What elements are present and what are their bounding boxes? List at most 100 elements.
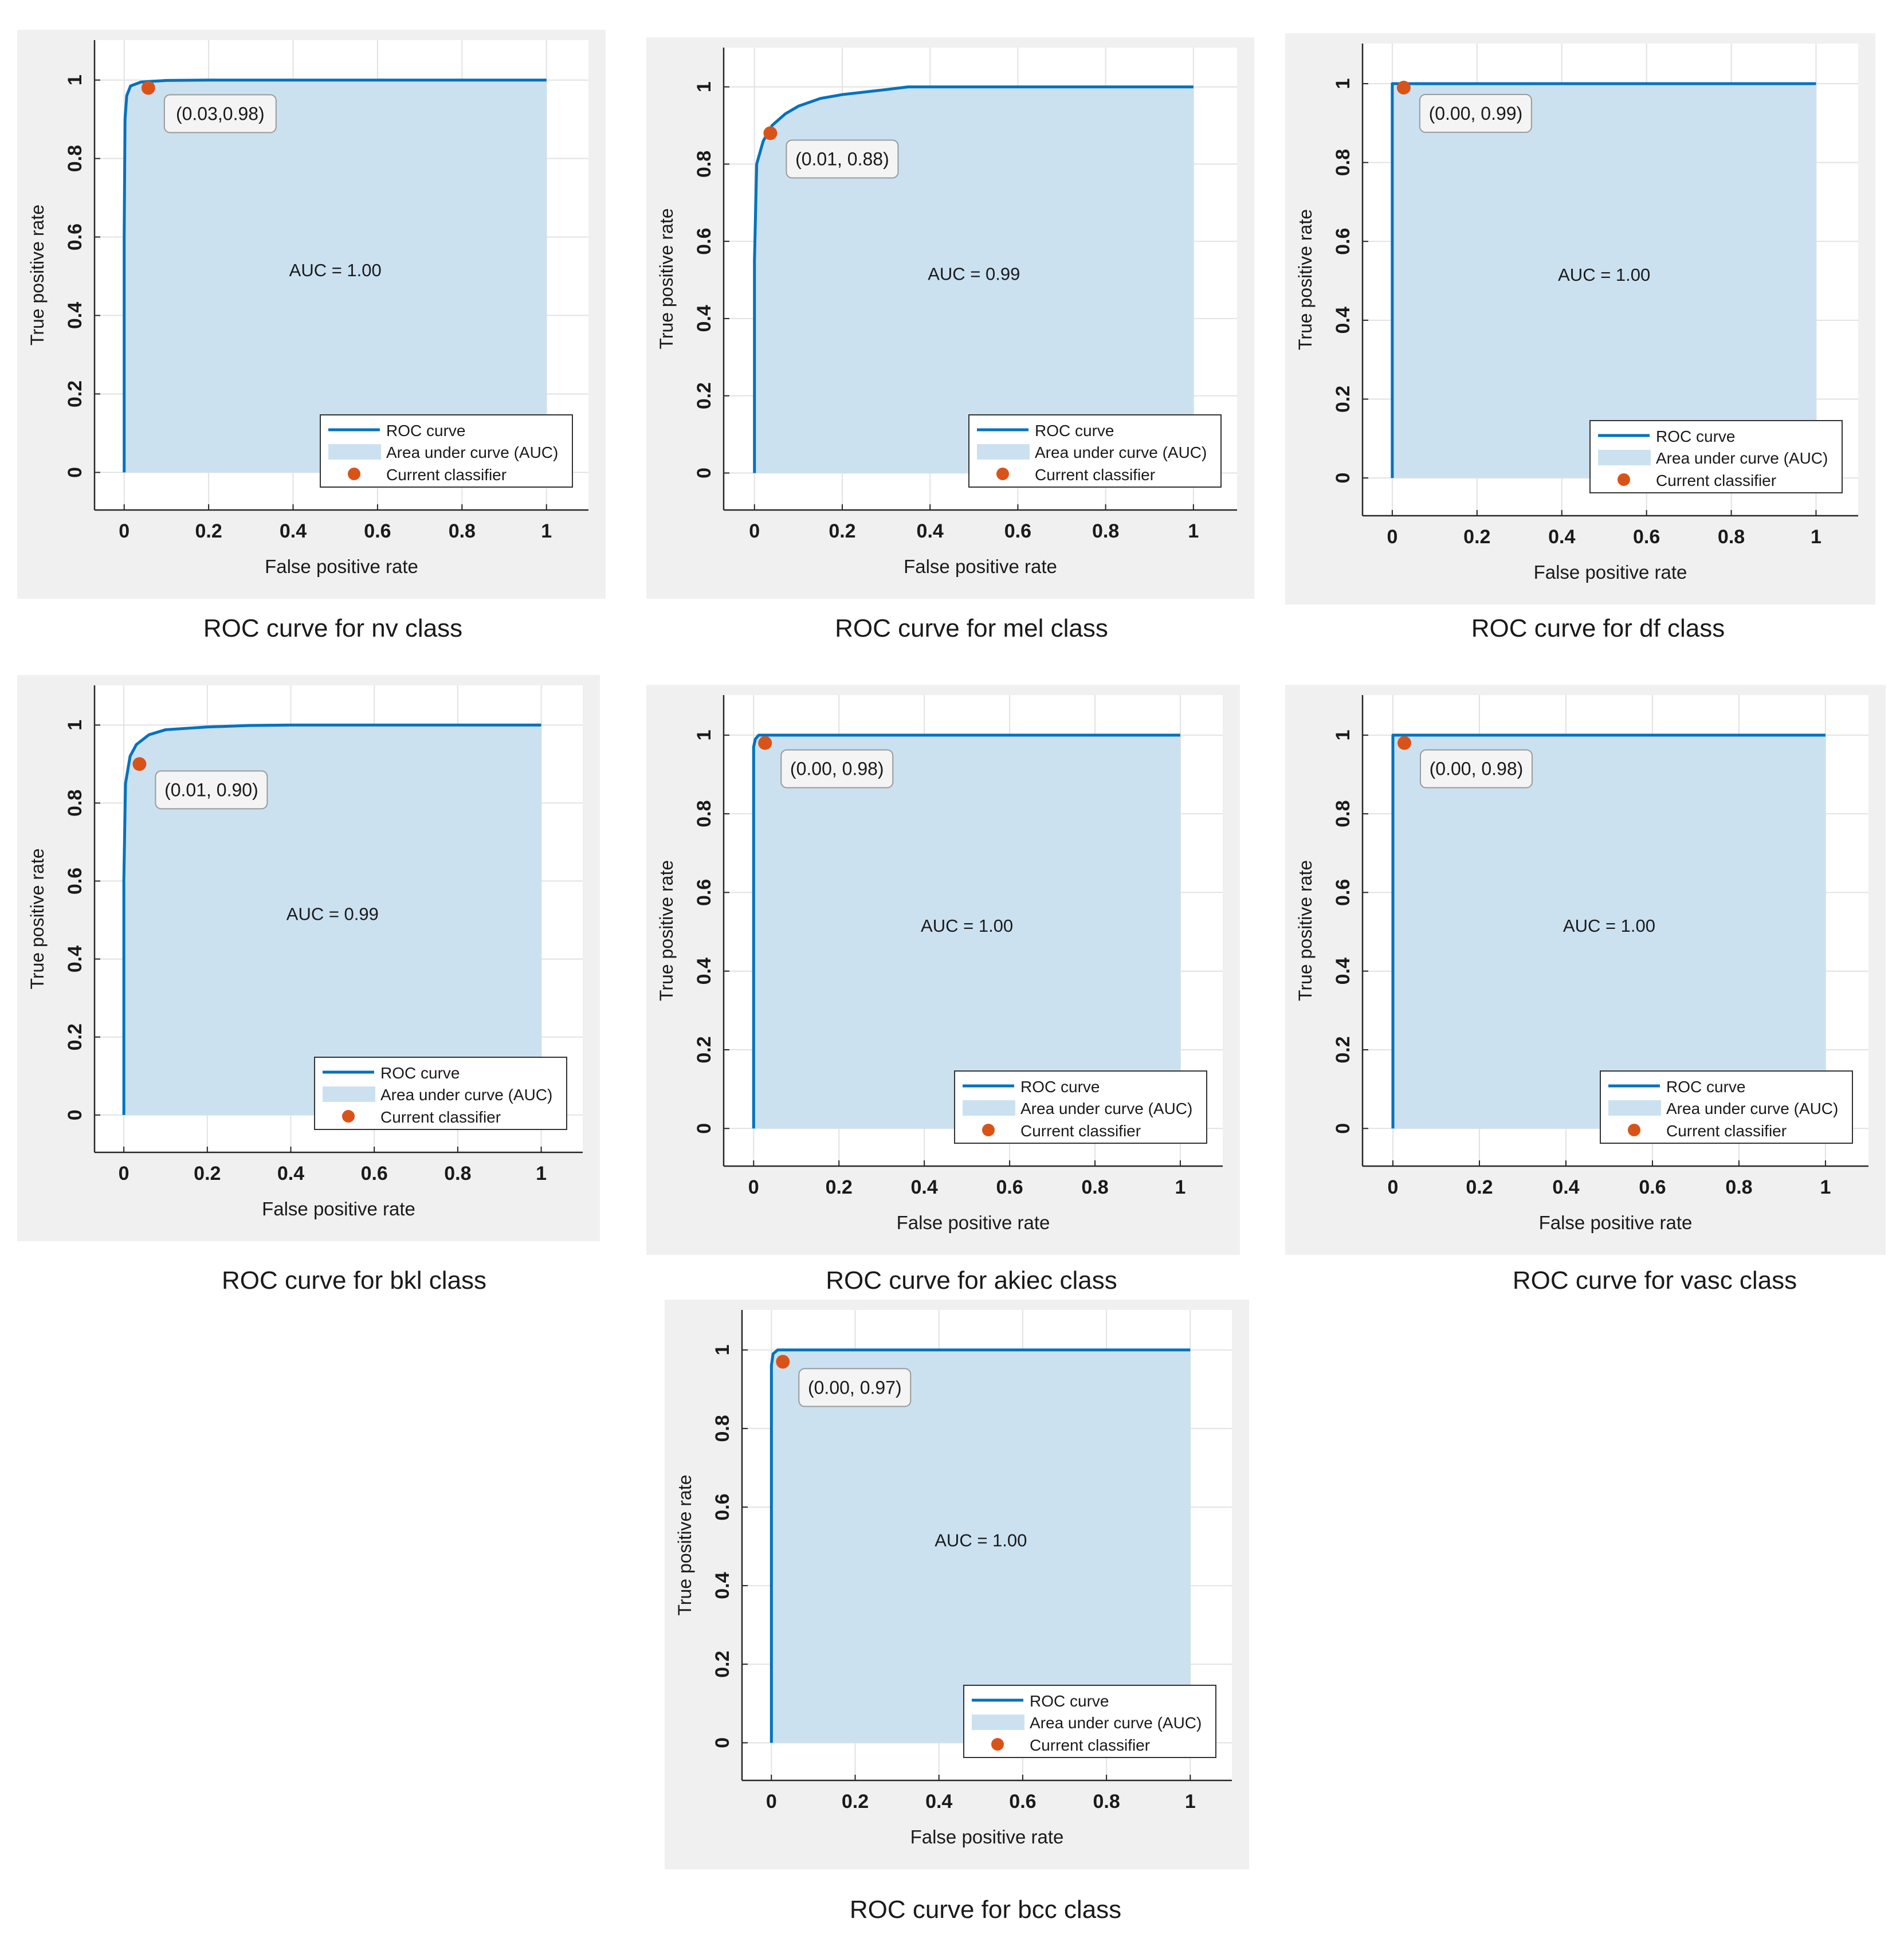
chart-caption-bcc: ROC curve for bcc class — [849, 1896, 1122, 1924]
auc-area — [753, 735, 1180, 1129]
auc-annotation: AUC = 0.99 — [286, 904, 379, 924]
legend-classifier-marker — [1618, 473, 1630, 486]
legend-entry-label: ROC curve — [1035, 422, 1114, 440]
x-tick-label: 1 — [1811, 526, 1821, 548]
datatip-box — [155, 770, 268, 810]
y-tick-label: 0.2 — [693, 382, 715, 409]
y-tick-label: 0 — [693, 468, 715, 478]
x-axis-label: False positive rate — [897, 1212, 1050, 1233]
y-tick-label: 0.6 — [712, 1493, 733, 1520]
roc-chart-svg: 0 0 0.2 0.2 0.4 0.4 0.6 0.6 0.8 0.8 1 1 False positi… — [1285, 33, 1875, 605]
auc-annotation: AUC = 1.00 — [1563, 916, 1655, 936]
current-classifier-marker — [1397, 736, 1411, 750]
x-axis-label: False positive rate — [265, 556, 418, 577]
x-tick-label: 0.4 — [1548, 526, 1575, 548]
x-tick-label: 1 — [1175, 1176, 1186, 1198]
y-tick-label: 1 — [1332, 729, 1354, 740]
x-tick-label: 0.8 — [1718, 526, 1745, 548]
x-tick-label: 0.2 — [842, 1791, 869, 1813]
x-tick-label: 0.6 — [1633, 526, 1660, 548]
legend-auc-swatch — [977, 444, 1030, 460]
y-tick-label: 0.4 — [1332, 307, 1354, 334]
y-axis-label: True positive rate — [27, 205, 48, 346]
datatip-box — [780, 749, 894, 788]
roc-chart-svg: 0 0 0.2 0.2 0.4 0.4 0.6 0.6 0.8 0.8 1 1 False positi… — [17, 675, 600, 1241]
roc-chart-nv: 0 0 0.2 0.2 0.4 0.4 0.6 0.6 0.8 0.8 1 1 False positi… — [17, 30, 606, 599]
y-tick-label: 1 — [712, 1344, 733, 1355]
y-tick-label: 0.4 — [64, 946, 86, 972]
x-tick-label: 0 — [749, 520, 760, 542]
auc-area — [124, 725, 541, 1115]
roc-curve-line — [752, 733, 1180, 1129]
y-tick-label: 0.6 — [1332, 879, 1354, 906]
x-tick-label: 1 — [536, 1163, 547, 1184]
legend-entry-label: Area under curve (AUC) — [1656, 449, 1828, 467]
y-tick-label: 1 — [64, 720, 86, 731]
y-tick-label: 1 — [693, 729, 715, 740]
x-tick-label: 0.2 — [1466, 1176, 1493, 1198]
datatip-label: (0.00, 0.97) — [808, 1377, 902, 1398]
legend-entry-label: Area under curve (AUC) — [1020, 1100, 1192, 1117]
datatip-box — [786, 139, 899, 179]
legend-entry-label: Area under curve (AUC) — [1035, 444, 1207, 461]
legend-entry-label: ROC curve — [1020, 1078, 1100, 1096]
x-tick-label: 0.2 — [1463, 526, 1490, 548]
x-tick-label: 0.8 — [1725, 1176, 1752, 1198]
x-tick-label: 0 — [748, 1176, 759, 1198]
legend-entry-label: Current classifier — [1030, 1736, 1150, 1754]
y-tick-label: 0 — [693, 1123, 715, 1134]
x-tick-label: 0.2 — [194, 1163, 221, 1184]
legend-classifier-marker — [1628, 1124, 1640, 1136]
legend-entry-label: ROC curve — [380, 1064, 460, 1082]
roc-curve-line — [770, 1348, 1191, 1743]
auc-annotation: AUC = 1.00 — [921, 916, 1013, 936]
y-tick-label: 0.4 — [1332, 958, 1354, 984]
roc-curve-line — [1391, 82, 1816, 478]
auc-annotation: AUC = 1.00 — [289, 260, 382, 280]
y-tick-label: 0.2 — [64, 1023, 86, 1050]
roc-chart-bkl: 0 0 0.2 0.2 0.4 0.4 0.6 0.6 0.8 0.8 1 1 False positi… — [17, 675, 600, 1241]
legend-entry-label: Current classifier — [380, 1108, 501, 1126]
x-tick-label: 0.8 — [1093, 1791, 1120, 1813]
auc-annotation: AUC = 1.00 — [935, 1531, 1027, 1551]
roc-chart-svg: 0 0 0.2 0.2 0.4 0.4 0.6 0.6 0.8 0.8 1 1 False positi… — [1285, 685, 1886, 1255]
auc-annotation: AUC = 0.99 — [928, 264, 1020, 284]
y-tick-label: 0.6 — [64, 223, 86, 250]
legend-entry-label: Current classifier — [1020, 1122, 1141, 1140]
auc-area — [124, 80, 547, 473]
legend-classifier-marker — [348, 468, 360, 480]
y-axis-label: True positive rate — [656, 860, 677, 1001]
x-tick-label: 0.6 — [996, 1176, 1023, 1198]
roc-chart-df: 0 0 0.2 0.2 0.4 0.4 0.6 0.6 0.8 0.8 1 1 False positi… — [1285, 33, 1875, 605]
y-tick-label: 1 — [1332, 79, 1354, 89]
x-tick-label: 0 — [1388, 1176, 1399, 1198]
y-tick-label: 0.4 — [693, 305, 715, 332]
roc-curve-line — [123, 79, 547, 473]
x-tick-label: 0.6 — [1009, 1791, 1036, 1813]
y-tick-label: 0.2 — [1332, 386, 1354, 413]
datatip-box — [163, 94, 277, 134]
x-tick-label: 0.2 — [829, 520, 855, 542]
x-tick-label: 0.6 — [1639, 1176, 1666, 1198]
y-tick-label: 0.2 — [64, 380, 86, 407]
x-tick-label: 1 — [541, 520, 552, 542]
legend-entry-label: Current classifier — [1656, 472, 1776, 489]
datatip-box — [1419, 749, 1533, 788]
y-axis-label: True positive rate — [1295, 209, 1316, 350]
current-classifier-marker — [776, 1355, 790, 1369]
auc-area — [771, 1349, 1191, 1743]
legend-entry-label: Area under curve (AUC) — [1030, 1714, 1202, 1732]
y-tick-label: 0.8 — [1332, 149, 1354, 176]
x-tick-label: 0.4 — [1552, 1176, 1579, 1198]
legend-entry-label: Current classifier — [1666, 1122, 1787, 1140]
y-tick-label: 0 — [64, 1109, 86, 1120]
legend-auc-swatch — [1598, 450, 1651, 465]
roc-chart-svg: 0 0 0.2 0.2 0.4 0.4 0.6 0.6 0.8 0.8 1 1 False positi… — [646, 685, 1240, 1255]
datatip-label: (0.00, 0.99) — [1429, 103, 1523, 124]
current-classifier-marker — [141, 81, 155, 95]
x-tick-label: 0.6 — [361, 1163, 388, 1184]
x-tick-label: 1 — [1185, 1791, 1196, 1813]
legend-entry-label: Area under curve (AUC) — [386, 444, 558, 461]
chart-caption-nv: ROC curve for nv class — [203, 614, 463, 642]
x-axis-label: False positive rate — [910, 1826, 1064, 1847]
